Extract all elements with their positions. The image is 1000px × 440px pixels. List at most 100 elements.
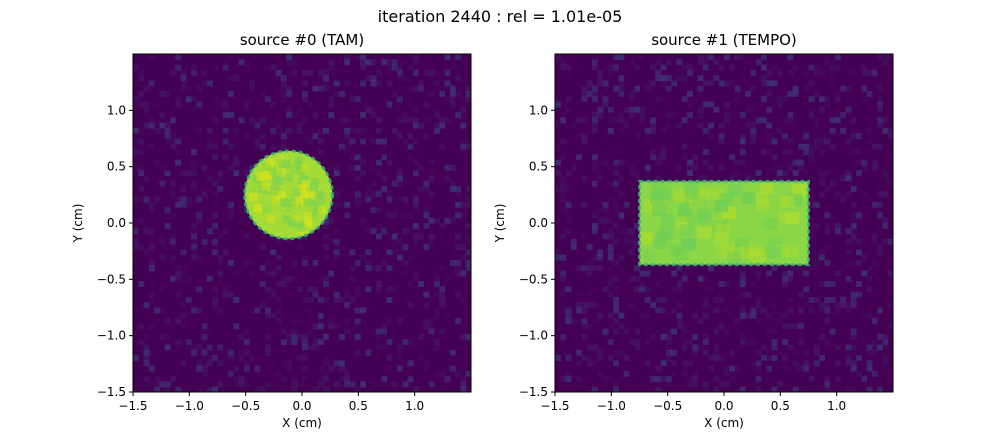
noise-cell	[824, 212, 831, 219]
noise-cell	[787, 90, 794, 97]
noise-cell	[212, 223, 219, 229]
noise-cell	[328, 318, 335, 324]
noise-cell	[296, 122, 303, 129]
noise-cell	[792, 159, 799, 166]
noise-cell	[607, 254, 614, 261]
noise-cell	[449, 365, 456, 372]
heatmap-image	[133, 54, 471, 392]
noise-cell	[338, 143, 345, 150]
noise-cell	[565, 228, 572, 235]
noise-cell	[640, 329, 646, 335]
noise-cell	[834, 360, 841, 367]
noise-cell	[813, 259, 820, 266]
noise-cell	[829, 270, 836, 277]
rect-texture	[748, 249, 763, 262]
noise-cell	[143, 106, 150, 113]
noise-cell	[745, 117, 752, 124]
noise-cell	[465, 386, 471, 392]
noise-cell	[191, 122, 197, 129]
noise-cell	[423, 318, 430, 324]
noise-cell	[386, 196, 393, 203]
noise-cell	[650, 376, 656, 383]
noise-cell	[291, 339, 298, 346]
noise-cell	[217, 381, 224, 388]
noise-cell	[576, 302, 583, 309]
noise-cell	[281, 54, 287, 60]
noise-cell	[407, 54, 414, 60]
noise-cell	[254, 117, 261, 124]
noise-cell	[829, 127, 836, 134]
y-tick-label: −0.5	[519, 272, 548, 286]
noise-cell	[449, 249, 456, 256]
noise-cell	[238, 59, 245, 66]
noise-cell	[344, 381, 351, 388]
noise-cell	[254, 386, 261, 392]
noise-cell	[181, 133, 187, 139]
noise-cell	[760, 96, 767, 103]
rect-texture	[768, 236, 783, 249]
noise-cell	[428, 296, 435, 303]
noise-cell	[449, 101, 456, 108]
noise-cell	[354, 333, 361, 340]
noise-cell	[702, 381, 709, 388]
noise-cell	[793, 313, 799, 319]
noise-cell	[834, 228, 841, 235]
rect-texture	[759, 181, 774, 194]
noise-cell	[412, 223, 419, 229]
rect-texture	[668, 243, 683, 256]
noise-cell	[439, 296, 446, 303]
noise-cell	[370, 328, 377, 335]
noise-cell	[455, 291, 462, 298]
noise-cell	[164, 386, 171, 392]
rect-texture	[688, 190, 703, 203]
disk-edge	[243, 149, 334, 241]
noise-cell	[734, 85, 741, 92]
noise-cell	[371, 355, 377, 361]
noise-cell	[819, 96, 825, 103]
noise-cell	[713, 106, 720, 113]
noise-cell	[164, 170, 171, 177]
x-tick-label: 1.0	[405, 399, 424, 413]
noise-cell	[591, 59, 598, 66]
noise-cell	[212, 381, 219, 388]
noise-cell	[317, 365, 324, 372]
noise-cell	[439, 90, 446, 97]
noise-cell	[444, 54, 451, 60]
noise-cell	[602, 133, 609, 140]
noise-cell	[650, 318, 656, 324]
noise-cell	[829, 296, 836, 303]
noise-cell	[138, 75, 145, 82]
rect-texture	[729, 246, 744, 259]
noise-cell	[391, 59, 398, 66]
noise-cell	[302, 90, 308, 97]
noise-cell	[133, 64, 139, 71]
noise-cell	[718, 355, 725, 361]
noise-cell	[328, 323, 335, 330]
noise-cell	[191, 286, 197, 293]
noise-cell	[676, 312, 683, 319]
noise-cell	[375, 159, 382, 166]
noise-cell	[143, 175, 150, 182]
noise-cell	[555, 291, 561, 298]
disk-texture	[296, 167, 305, 176]
noise-cell	[613, 159, 619, 166]
noise-cell	[824, 101, 831, 108]
noise-cell	[286, 127, 293, 134]
noise-cell	[555, 143, 561, 150]
noise-cell	[740, 86, 746, 92]
rect-texture	[680, 224, 695, 237]
noise-cell	[713, 344, 720, 351]
noise-cell	[776, 318, 783, 324]
noise-cell	[423, 323, 430, 330]
noise-cell	[434, 307, 440, 314]
noise-cell	[159, 164, 166, 171]
noise-cell	[555, 175, 561, 182]
noise-cell	[407, 302, 414, 309]
noise-cell	[676, 286, 683, 293]
noise-cell	[169, 85, 176, 92]
noise-cell	[834, 270, 841, 277]
rect-texture	[680, 238, 695, 251]
noise-cell	[412, 69, 419, 76]
noise-cell	[687, 164, 693, 171]
noise-cell	[739, 270, 746, 277]
